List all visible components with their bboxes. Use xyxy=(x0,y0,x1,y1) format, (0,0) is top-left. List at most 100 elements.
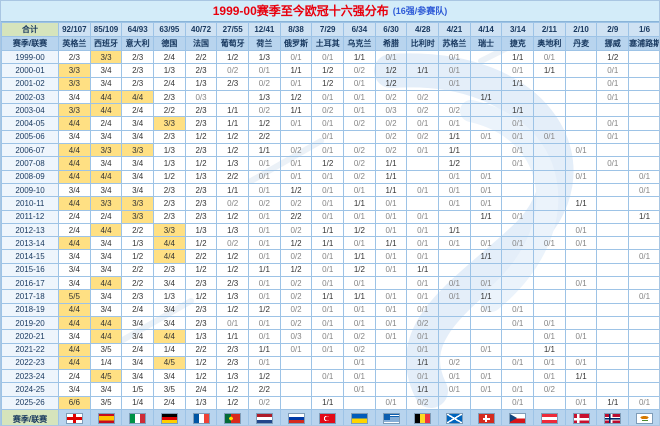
value-cell-italy: 2/2 xyxy=(121,276,155,291)
value-cell-austria xyxy=(533,182,566,198)
value-cell-scotland: 0/2 xyxy=(438,355,471,371)
value-cell-cyprus: 0/1 xyxy=(628,249,659,264)
season-row-2007-08: 2007-08 4/4 3/4 3/4 1/3 1/2 1/3 0/1 0/1 1/2 0/2 1/1… xyxy=(1,156,659,171)
value-cell-austria xyxy=(533,143,566,158)
value-cell-greece: 1/2 xyxy=(374,63,408,78)
value-cell-spain: 4/5 xyxy=(89,369,123,384)
value-cell-greece: 0/2 xyxy=(374,116,408,131)
value-cell-belgium: 0/1 xyxy=(406,342,440,357)
season-row-2018-19: 2018-19 4/4 3/4 2/4 3/4 2/3 1/2 1/2 0/2 0/1 0/1 0/1… xyxy=(1,302,659,317)
value-cell-cyprus xyxy=(628,382,659,397)
value-cell-england: 3/4 xyxy=(58,382,91,397)
season-cell: 2021-22 xyxy=(1,342,59,357)
value-cell-france: 0/3 xyxy=(184,89,218,105)
value-cell-denmark: 0/1 xyxy=(564,276,598,291)
total-cell-portugal: 27/55 xyxy=(216,22,250,37)
value-cell-switzerland: 0/1 xyxy=(469,276,503,291)
value-cell-turkey: 0/1 xyxy=(311,89,345,105)
value-cell-germany: 2/3 xyxy=(153,129,186,145)
value-cell-germany: 3/5 xyxy=(153,382,186,397)
season-row-2001-02: 2001-02 3/3 3/4 2/3 2/4 1/3 2/3 0/2 0/1 1/2 0/1 1/2… xyxy=(1,76,659,91)
value-cell-norway xyxy=(596,222,630,238)
country-header-spain: 西班牙 xyxy=(89,36,123,51)
value-cell-norway xyxy=(596,169,630,184)
value-cell-ukraine: 0/2 xyxy=(343,156,376,171)
season-row-2016-17: 2016-17 3/4 4/4 2/2 3/4 2/3 2/3 0/1 0/2 0/1 0/1 0/1… xyxy=(1,276,659,291)
page-title: 1999-00赛季至今欧冠十六强分布 xyxy=(212,4,389,18)
value-cell-france: 2/3 xyxy=(184,302,218,317)
value-cell-austria: 0/1 xyxy=(533,329,566,344)
value-cell-greece xyxy=(374,369,408,384)
value-cell-czech: 0/1 xyxy=(501,116,535,131)
value-cell-russia: 0/1 xyxy=(279,342,313,357)
value-cell-turkey: 0/1 xyxy=(311,315,345,331)
value-cell-greece: 0/3 xyxy=(374,103,408,118)
value-cell-cyprus: 0/1 xyxy=(628,169,659,184)
value-cell-austria: 0/1 xyxy=(533,355,566,371)
value-cell-austria xyxy=(533,169,566,184)
value-cell-russia: 0/2 xyxy=(279,315,313,331)
value-cell-turkey: 0/1 xyxy=(311,169,345,184)
season-row-2020-21: 2020-21 3/4 4/4 3/4 4/4 1/3 1/1 0/1 0/3 0/1 0/2 0/1… xyxy=(1,329,659,344)
value-cell-russia: 0/1 xyxy=(279,169,313,184)
season-row-2021-22: 2021-22 4/4 3/5 2/4 1/4 2/2 2/3 1/1 0/1 0/1 0/2 0/1… xyxy=(1,342,659,357)
value-cell-portugal: 0/1 xyxy=(216,315,250,331)
value-cell-norway xyxy=(596,182,630,198)
value-cell-england: 4/4 xyxy=(58,169,91,184)
value-cell-portugal: 1/3 xyxy=(216,156,250,171)
value-cell-england: 4/4 xyxy=(58,156,91,171)
country-header-norway: 挪威 xyxy=(596,36,630,51)
value-cell-russia: 0/2 xyxy=(279,196,313,211)
value-cell-france: 2/2 xyxy=(184,342,218,357)
value-cell-germany: 3/4 xyxy=(153,369,186,384)
value-cell-belgium: 0/1 xyxy=(406,236,440,251)
country-header-belgium: 比利时 xyxy=(406,36,440,51)
season-row-2025-26: 2025-26 6/6 3/5 1/4 2/4 1/3 1/2 0/2 1/1 0/1 0/2 0/1… xyxy=(1,395,659,411)
value-cell-czech xyxy=(501,182,535,198)
value-cell-england: 5/5 xyxy=(58,289,91,304)
value-cell-portugal: 0/2 xyxy=(216,236,250,251)
value-cell-turkey: 0/1 xyxy=(311,262,345,278)
value-cell-germany: 4/4 xyxy=(153,236,186,251)
value-cell-cyprus xyxy=(628,342,659,357)
value-cell-cyprus xyxy=(628,329,659,344)
value-cell-switzerland xyxy=(469,262,503,278)
value-cell-cyprus: 1/1 xyxy=(628,209,659,224)
value-cell-greece: 0/1 xyxy=(374,289,408,304)
value-cell-germany: 1/4 xyxy=(153,342,186,357)
value-cell-ukraine: 0/1 xyxy=(343,302,376,317)
value-cell-austria: 0/1 xyxy=(533,369,566,384)
value-cell-norway xyxy=(596,276,630,291)
value-cell-norway xyxy=(596,196,630,211)
value-cell-greece: 0/2 xyxy=(374,143,408,158)
ukraine-flag-icon xyxy=(350,413,368,425)
season-row-2023-24: 2023-24 2/4 4/5 3/4 3/4 1/2 1/3 1/2 0/1 0/1 0/1 0/1… xyxy=(1,369,659,384)
value-cell-norway xyxy=(596,369,630,384)
season-cell: 2018-19 xyxy=(1,302,59,317)
value-cell-spain: 3/4 xyxy=(89,382,123,397)
value-cell-france: 2/3 xyxy=(184,315,218,331)
value-cell-austria xyxy=(533,76,566,91)
value-cell-england: 6/6 xyxy=(58,395,91,411)
value-cell-turkey: 0/1 xyxy=(311,302,345,317)
value-cell-turkey: 1/2 xyxy=(311,156,345,171)
value-cell-ukraine: 0/1 xyxy=(343,236,376,251)
value-cell-scotland xyxy=(438,302,471,317)
value-cell-scotland xyxy=(438,395,471,411)
value-cell-portugal: 1/2 xyxy=(216,302,250,317)
season-cell: 2019-20 xyxy=(1,315,59,331)
value-cell-russia: 1/2 xyxy=(279,89,313,105)
value-cell-italy: 3/4 xyxy=(121,129,155,145)
value-cell-cyprus xyxy=(628,103,659,118)
value-cell-denmark xyxy=(564,262,598,278)
value-cell-scotland: 0/1 xyxy=(438,236,471,251)
value-cell-cyprus xyxy=(628,49,659,65)
value-cell-belgium: 0/1 xyxy=(406,369,440,384)
value-cell-turkey: 1/1 xyxy=(311,395,345,411)
norway-flag-icon xyxy=(604,413,622,425)
value-cell-greece: 0/1 xyxy=(374,222,408,238)
value-cell-greece xyxy=(374,342,408,357)
value-cell-portugal: 1/1 xyxy=(216,116,250,131)
value-cell-russia: 0/1 xyxy=(279,76,313,91)
value-cell-russia xyxy=(279,369,313,384)
